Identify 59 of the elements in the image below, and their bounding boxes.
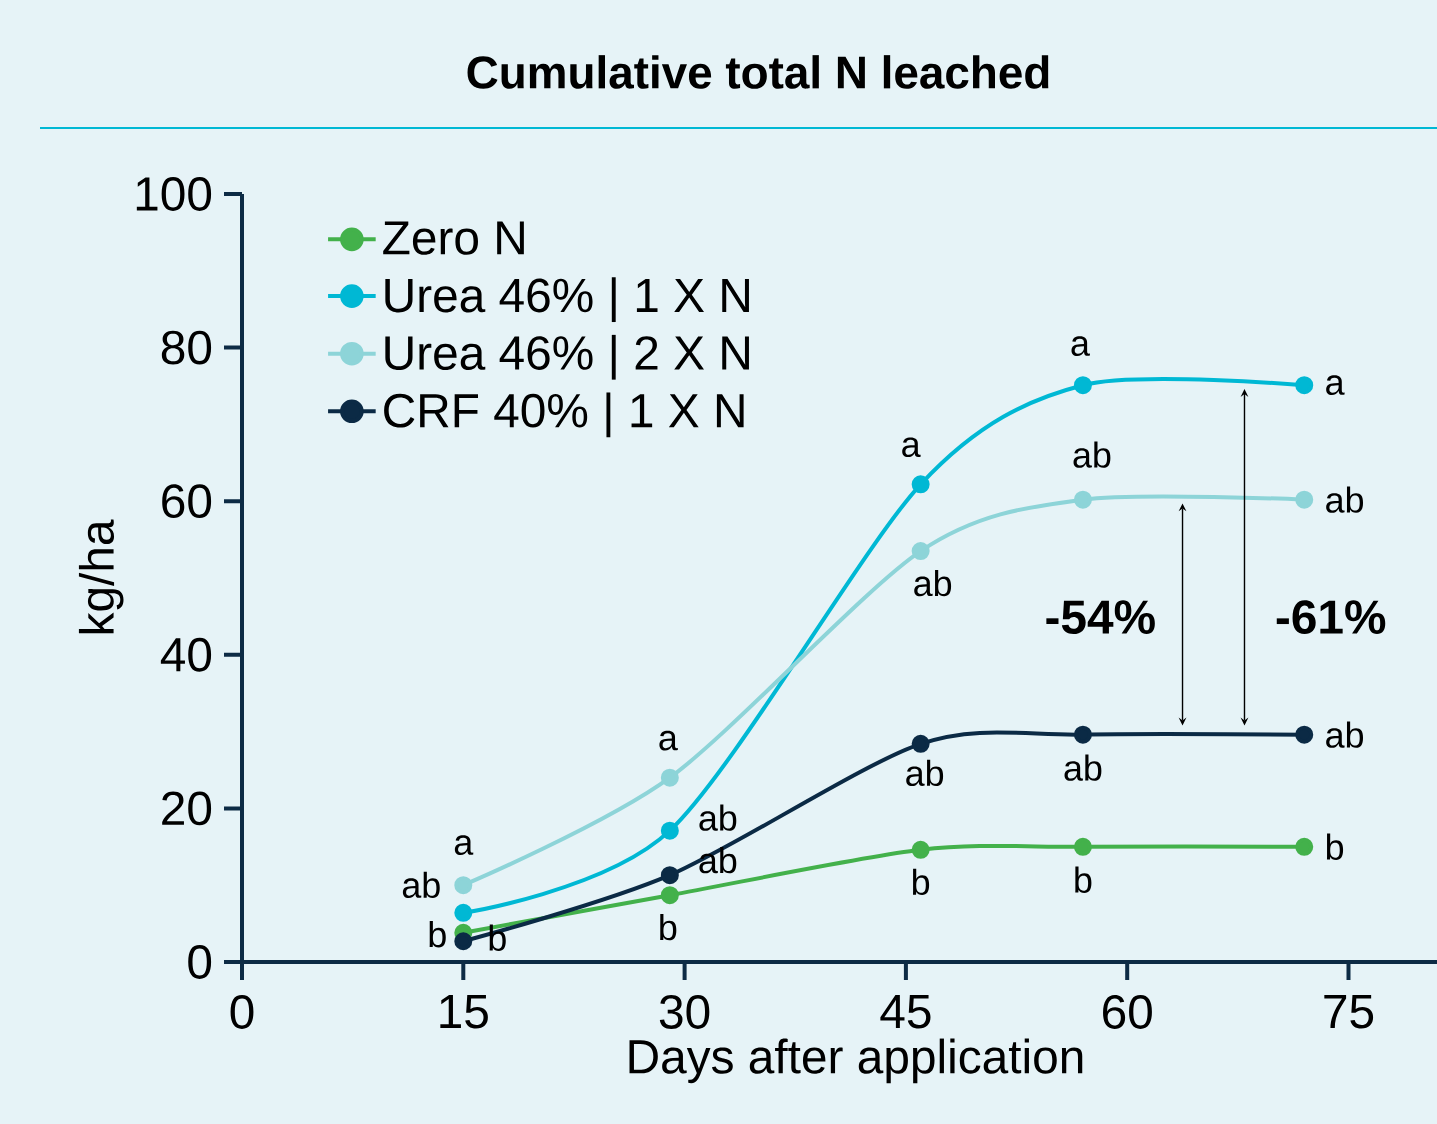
y-tick-label: 40: [160, 637, 212, 672]
annotation: ab: [699, 804, 737, 831]
annotation: a: [454, 835, 474, 855]
chart-title: Cumulative total N leached: [467, 55, 1049, 89]
point: [911, 475, 930, 494]
x-tick-label: 75: [1324, 995, 1374, 1029]
y-tick-label: 100: [136, 177, 212, 211]
point: [1295, 490, 1314, 509]
point: [911, 840, 930, 859]
point: [660, 866, 679, 885]
y-axis-title: kg/ha: [78, 519, 124, 634]
annotation: ab: [906, 759, 944, 787]
x-axis-title: Days after application: [629, 1038, 1083, 1084]
point: [1073, 837, 1092, 856]
x-tick-label: 45: [880, 995, 931, 1029]
annotation: ab: [402, 871, 440, 898]
annotation: b: [1075, 866, 1092, 893]
point: [1295, 725, 1314, 744]
annotation: ab: [1326, 721, 1364, 748]
annotation: b: [429, 921, 446, 948]
annotation: b: [912, 868, 930, 896]
annotation: a: [902, 437, 921, 458]
x-tick-label: 15: [440, 995, 488, 1029]
point: [911, 734, 930, 753]
point: [454, 876, 473, 895]
annotation: a: [1071, 336, 1090, 357]
legend-label: Urea 46% | 1 X N: [385, 277, 749, 323]
annotation: a: [659, 730, 678, 751]
y-tick-label: 80: [161, 330, 212, 365]
legend-label: Zero N: [383, 221, 524, 255]
point: [1295, 837, 1314, 856]
annotation: b: [1326, 833, 1344, 860]
y-tick-label: 0: [188, 945, 212, 979]
annotation: ab: [1064, 754, 1102, 781]
point: [660, 886, 679, 905]
annotation: ab: [914, 569, 952, 597]
annotation: -61%: [1276, 600, 1386, 635]
point: [1295, 376, 1314, 395]
annotation: ab: [1073, 441, 1111, 468]
legend-label: CRF 40% | 1 X N: [384, 392, 744, 438]
annotation: b: [660, 913, 677, 941]
point: [911, 542, 930, 561]
point: [454, 932, 473, 951]
point: [454, 903, 473, 922]
point: [1073, 725, 1092, 744]
annotation: ab: [699, 847, 737, 874]
annotation: -54%: [1046, 600, 1155, 635]
point: [1073, 490, 1092, 509]
point: [1073, 376, 1092, 395]
y-tick-label: 60: [162, 484, 212, 519]
point: [660, 768, 679, 787]
x-tick-label: 0: [230, 995, 254, 1029]
x-tick-label: 60: [1103, 995, 1152, 1029]
y-tick-label: 20: [162, 791, 212, 826]
annotation: a: [1326, 375, 1345, 396]
x-tick-label: 30: [659, 995, 710, 1029]
legend-label: Urea 46% | 2 X N: [385, 334, 749, 380]
point: [660, 821, 679, 840]
annotation: ab: [1326, 486, 1364, 513]
